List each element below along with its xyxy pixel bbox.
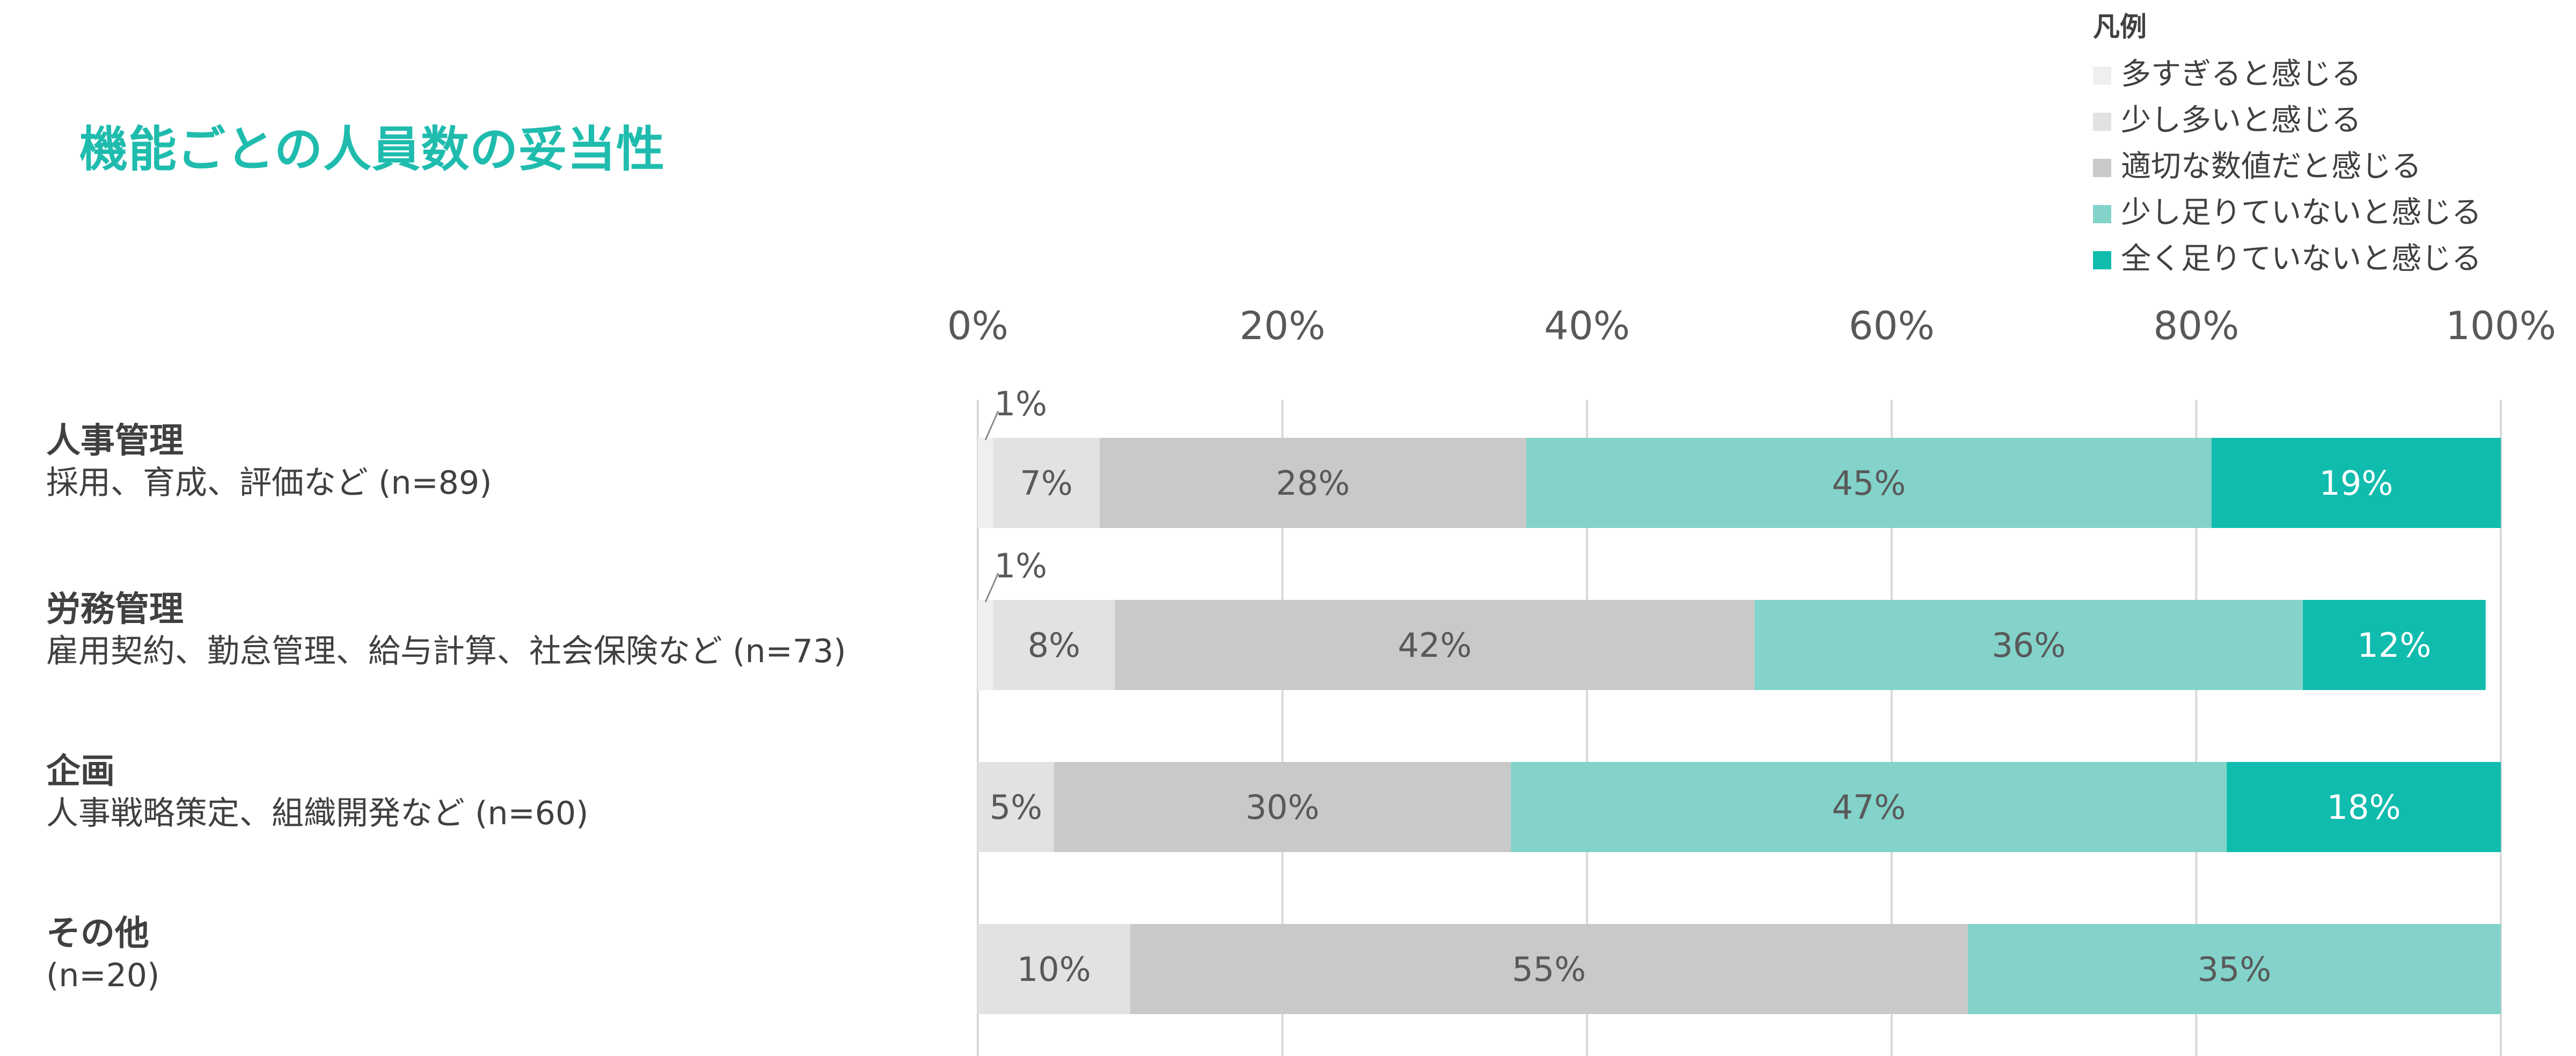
- data-label: 10%: [1017, 950, 1091, 989]
- bar-segment: [2303, 600, 2486, 690]
- data-label: 1%: [994, 546, 1047, 585]
- row-name: 人事管理: [46, 421, 184, 461]
- bar-segment: [978, 924, 1130, 1014]
- row-description: (n=20): [46, 957, 160, 994]
- row-label-jinji: 人事管理 採用、育成、評価など (n=89): [46, 420, 492, 503]
- legend-swatch: [2093, 67, 2111, 85]
- x-tick-label: 60%: [1849, 303, 1935, 348]
- legend-label: 全く足りていないと感じる: [2121, 241, 2482, 276]
- legend-label: 少し足りていないと感じる: [2121, 195, 2482, 230]
- data-label: 42%: [1397, 626, 1472, 665]
- data-label: 1%: [994, 384, 1047, 423]
- bar-segment: [993, 438, 1100, 528]
- bar-segment: [2211, 438, 2501, 528]
- row-name: 企画: [46, 752, 115, 791]
- bar-segment: [978, 438, 993, 528]
- row-description: 人事戦略策定、組織開発など (n=60): [46, 795, 589, 832]
- data-label: 8%: [1028, 626, 1080, 665]
- x-tick-label: 80%: [2153, 303, 2239, 348]
- bar-segment: [978, 600, 993, 690]
- bar-segment: [2227, 762, 2501, 852]
- row-description: 採用、育成、評価など (n=89): [46, 464, 492, 502]
- bar-segment: [1526, 438, 2212, 528]
- bar-segment: [1511, 762, 2227, 852]
- row-name: 労務管理: [46, 590, 184, 629]
- legend-swatch: [2093, 251, 2111, 269]
- x-tick-label: 0%: [947, 303, 1008, 348]
- bar-segment: [1115, 600, 1755, 690]
- data-label: 47%: [1832, 788, 1906, 827]
- legend-item-slightly-short: 少し足りていないと感じる: [2093, 187, 2482, 233]
- row-label-kikaku: 企画 人事戦略策定、組織開発など (n=60): [46, 750, 589, 834]
- bar-segment: [1754, 600, 2303, 690]
- legend-swatch: [2093, 113, 2111, 131]
- legend-label: 多すぎると感じる: [2121, 56, 2361, 92]
- legend-swatch: [2093, 159, 2111, 177]
- bar-segment: [1967, 924, 2501, 1014]
- row-label-roumu: 労務管理 雇用契約、勤怠管理、給与計算、社会保険など (n=73): [46, 588, 846, 672]
- data-label: 30%: [1246, 788, 1320, 827]
- leader-line: [984, 410, 999, 441]
- chart-title: 機能ごとの人員数の妥当性: [79, 121, 665, 178]
- legend-label: 適切な数値だと感じる: [2121, 149, 2421, 184]
- legend: 凡例 多すぎると感じる 少し多いと感じる 適切な数値だと感じる 少し足りていない…: [2093, 5, 2482, 279]
- legend-label: 少し多いと感じる: [2121, 102, 2361, 138]
- row-description: 雇用契約、勤怠管理、給与計算、社会保険など (n=73): [46, 633, 846, 670]
- data-label: 19%: [2319, 464, 2393, 503]
- legend-swatch: [2093, 205, 2111, 223]
- x-tick-label: 40%: [1544, 303, 1630, 348]
- bar-segment: [1100, 438, 1526, 528]
- row-label-other: その他 (n=20): [46, 912, 159, 996]
- bar-segment: [1053, 762, 1511, 852]
- legend-title: 凡例: [2093, 11, 2147, 42]
- data-label: 45%: [1832, 464, 1906, 503]
- data-label: 5%: [990, 788, 1042, 827]
- data-label: 28%: [1276, 464, 1350, 503]
- x-tick-label: 100%: [2446, 303, 2556, 348]
- legend-item-very-short: 全く足りていないと感じる: [2093, 233, 2482, 279]
- data-label: 7%: [1020, 464, 1073, 503]
- data-label: 55%: [1512, 950, 1586, 989]
- leader-line: [984, 573, 999, 603]
- bar-segment: [993, 600, 1115, 690]
- legend-item-too-many: 多すぎると感じる: [2093, 48, 2482, 94]
- legend-item-appropriate: 適切な数値だと感じる: [2093, 141, 2482, 187]
- data-label: 36%: [1992, 626, 2066, 665]
- data-label: 18%: [2327, 788, 2401, 827]
- legend-item-slightly-many: 少し多いと感じる: [2093, 94, 2482, 141]
- data-label: 35%: [2197, 950, 2271, 989]
- x-tick-label: 20%: [1240, 303, 1326, 348]
- data-label: 12%: [2357, 626, 2431, 665]
- row-name: その他: [46, 914, 149, 954]
- bar-segment: [1130, 924, 1968, 1014]
- bar-segment: [978, 762, 1054, 852]
